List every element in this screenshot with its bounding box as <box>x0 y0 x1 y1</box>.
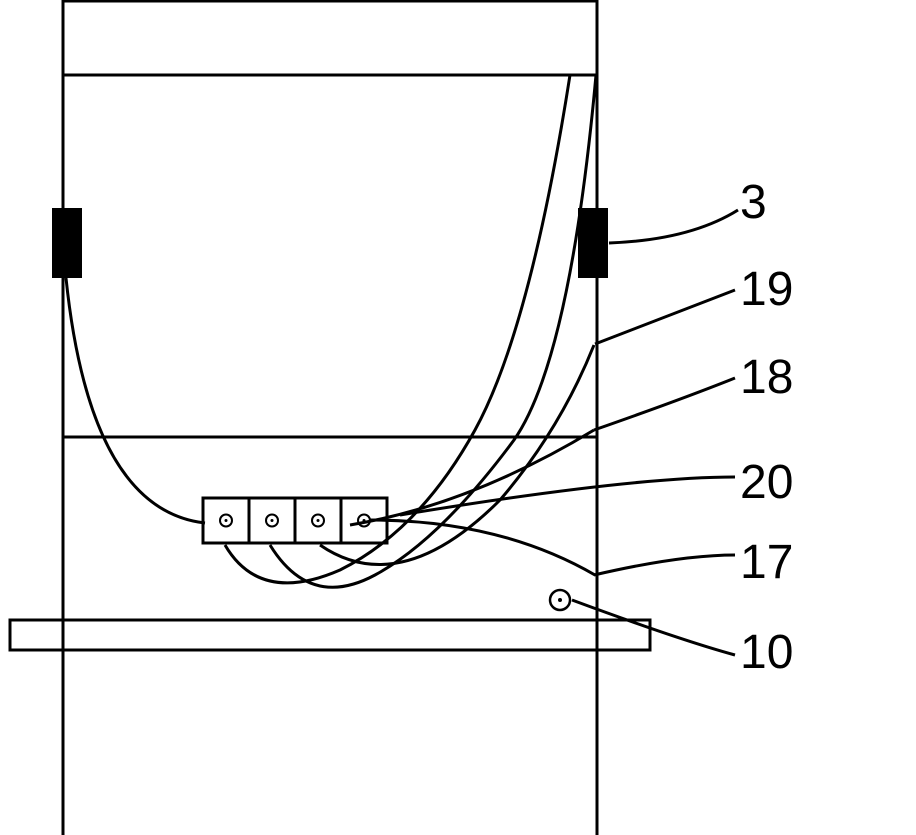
diagram-canvas: 3 19 18 20 17 10 <box>0 0 916 835</box>
callout-label-20: 20 <box>740 455 793 510</box>
callout-label-19: 19 <box>740 262 793 317</box>
callout-label-3: 3 <box>740 175 767 230</box>
callout-label-18: 18 <box>740 350 793 405</box>
diagram-svg <box>0 0 916 835</box>
callout-label-10: 10 <box>740 625 793 680</box>
callout-label-17: 17 <box>740 535 793 590</box>
